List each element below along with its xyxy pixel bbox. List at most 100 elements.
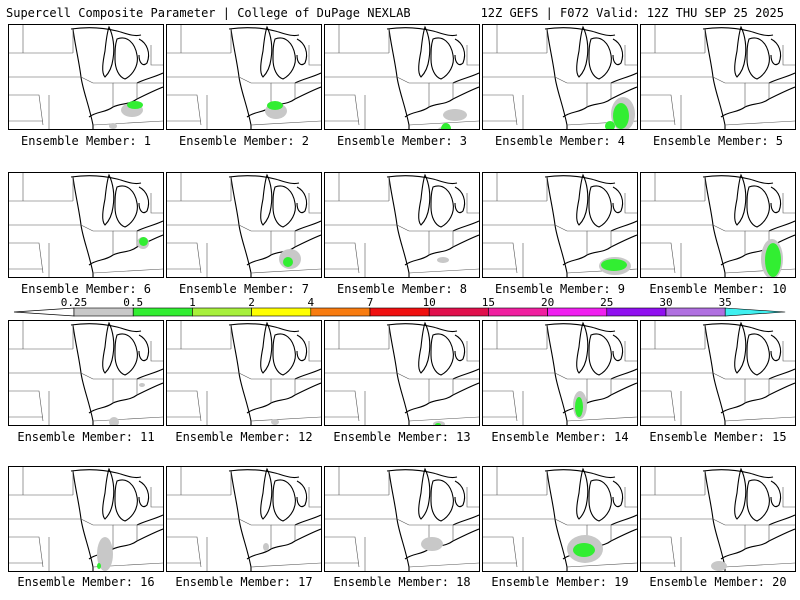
state-border — [483, 390, 518, 422]
state-border — [466, 45, 479, 66]
state-border — [325, 94, 360, 126]
colorbar-segment — [73, 307, 134, 317]
coastline — [386, 323, 458, 333]
panel-label-member-3: Ensemble Member: 3 — [336, 134, 468, 148]
state-border — [782, 341, 795, 362]
panel-label-member-19: Ensemble Member: 19 — [491, 575, 629, 589]
state-border — [250, 562, 321, 568]
coastline — [136, 368, 163, 380]
coastline — [386, 27, 458, 37]
state-border — [466, 193, 479, 214]
state-border — [408, 268, 479, 274]
coastline — [454, 38, 466, 66]
state-border — [80, 372, 94, 380]
coastline — [452, 368, 479, 380]
state-border — [587, 378, 612, 395]
state-border — [554, 76, 568, 84]
colorbar-tick-label: 20 — [541, 296, 554, 309]
coastline — [138, 334, 150, 362]
coastline — [746, 333, 770, 376]
coastline — [430, 333, 454, 376]
model-run-info: 12Z GEFS | F072 Valid: 12Z THU SEP 25 20… — [480, 6, 784, 20]
coastline — [720, 382, 795, 414]
colorbar-segment — [665, 307, 726, 317]
coastline — [88, 382, 163, 414]
map-member-2 — [167, 25, 321, 129]
coastline — [546, 28, 568, 129]
coastline — [230, 176, 252, 277]
map-panel-member-10 — [640, 172, 796, 278]
coastline — [704, 176, 726, 277]
coastline — [228, 175, 300, 185]
map-member-13 — [325, 321, 479, 425]
panel-label-member-10: Ensemble Member: 10 — [649, 282, 787, 296]
coastline — [770, 38, 782, 66]
coastline — [296, 38, 308, 66]
coastline — [114, 185, 138, 228]
panel-label-member-11: Ensemble Member: 11 — [17, 430, 155, 444]
coastline — [88, 86, 163, 118]
coastline — [454, 480, 466, 508]
map-member-17 — [167, 467, 321, 571]
coastline — [746, 185, 770, 228]
coastline — [296, 480, 308, 508]
state-border — [92, 268, 163, 274]
colorbar-tick-label: 10 — [423, 296, 436, 309]
state-border — [782, 193, 795, 214]
coastline — [418, 173, 431, 226]
panel-label-member-6: Ensemble Member: 6 — [20, 282, 152, 296]
panel-label-member-13: Ensemble Member: 13 — [333, 430, 471, 444]
map-panel-member-12 — [166, 320, 322, 426]
state-border — [641, 390, 676, 422]
state-border — [308, 487, 321, 508]
state-border — [271, 378, 296, 395]
panel-label-member-18: Ensemble Member: 18 — [333, 575, 471, 589]
panel-label-member-4: Ensemble Member: 4 — [494, 134, 626, 148]
map-member-3 — [325, 25, 479, 129]
coastline — [546, 324, 568, 425]
panel-label-member-16: Ensemble Member: 16 — [17, 575, 155, 589]
coastline — [704, 28, 726, 129]
base-map — [9, 321, 163, 425]
map-panel-member-20 — [640, 466, 796, 572]
base-map — [483, 467, 637, 571]
state-border — [250, 416, 321, 422]
coastline — [294, 368, 321, 380]
map-member-15 — [641, 321, 795, 425]
map-member-9 — [483, 173, 637, 277]
coastline — [770, 334, 782, 362]
coastline — [612, 38, 624, 66]
state-border — [587, 82, 612, 99]
colorbar-segment — [192, 307, 252, 317]
state-border — [396, 372, 410, 380]
state-border — [238, 372, 252, 380]
coastline — [228, 469, 300, 479]
map-panel-member-4 — [482, 24, 638, 130]
scp-area-moderate — [765, 243, 781, 277]
coastline — [70, 469, 142, 479]
coastline — [610, 72, 637, 84]
coastline — [114, 479, 138, 522]
coastline — [702, 175, 774, 185]
panel-label-member-17: Ensemble Member: 17 — [175, 575, 313, 589]
colorbar-segment — [251, 307, 312, 317]
map-panel-member-1 — [8, 24, 164, 130]
coastline — [102, 25, 115, 78]
base-map — [167, 467, 321, 571]
scp-area-low — [421, 537, 443, 551]
coastline — [272, 185, 296, 228]
state-border — [483, 94, 518, 126]
colorbar-segment — [606, 307, 667, 317]
state-border — [725, 230, 746, 255]
coastline — [296, 186, 308, 214]
scp-area-low — [437, 257, 449, 263]
coastline — [720, 528, 795, 560]
colorbar-segment — [310, 307, 371, 317]
state-border — [409, 230, 430, 255]
state-border — [408, 416, 479, 422]
map-panel-member-7 — [166, 172, 322, 278]
map-panel-member-14 — [482, 320, 638, 426]
map-member-20 — [641, 467, 795, 571]
base-map — [325, 467, 479, 571]
coastline — [230, 324, 252, 425]
